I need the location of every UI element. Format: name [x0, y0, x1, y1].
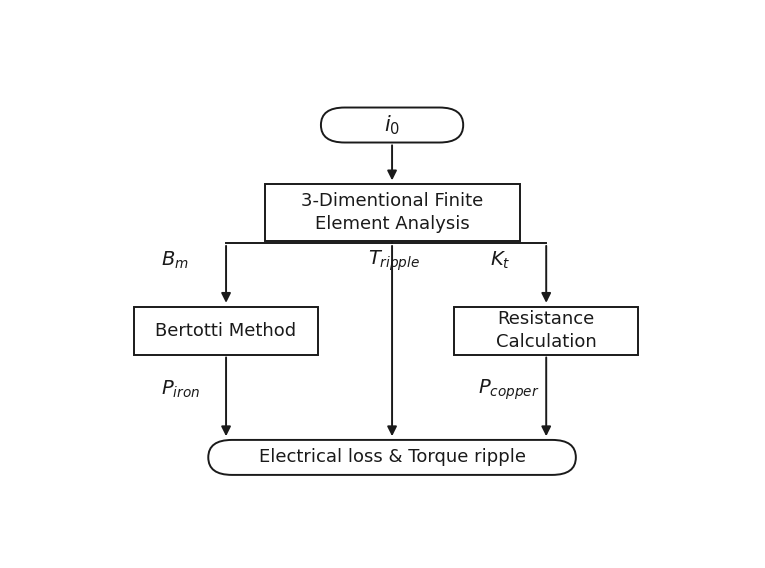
FancyBboxPatch shape — [321, 107, 463, 143]
Text: $B_m$: $B_m$ — [161, 250, 188, 272]
Text: Resistance
Calculation: Resistance Calculation — [496, 310, 597, 352]
Text: $P_{iron}$: $P_{iron}$ — [161, 379, 200, 400]
Text: 3-Dimentional Finite
Element Analysis: 3-Dimentional Finite Element Analysis — [301, 191, 483, 233]
FancyBboxPatch shape — [134, 307, 318, 354]
FancyBboxPatch shape — [265, 184, 519, 241]
Text: $K_t$: $K_t$ — [490, 250, 510, 272]
Text: Electrical loss & Torque ripple: Electrical loss & Torque ripple — [259, 448, 526, 466]
FancyBboxPatch shape — [208, 440, 576, 475]
Text: $i_0$: $i_0$ — [384, 113, 400, 137]
FancyBboxPatch shape — [454, 307, 638, 354]
Text: $T_{ripple}$: $T_{ripple}$ — [369, 248, 421, 273]
Text: Bertotti Method: Bertotti Method — [155, 321, 297, 340]
Text: $P_{copper}$: $P_{copper}$ — [478, 377, 539, 402]
